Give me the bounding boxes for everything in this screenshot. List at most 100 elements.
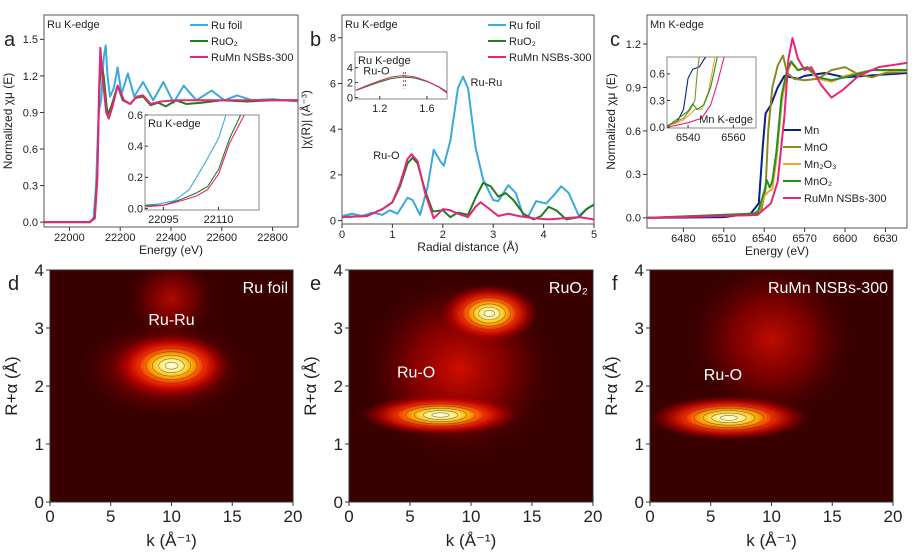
heatmap <box>650 270 893 502</box>
panel-letter: a <box>4 29 16 51</box>
contour-line <box>422 410 459 420</box>
peak-annotation: Ru-O <box>373 150 400 162</box>
y-tick-label: 0.0 <box>650 122 665 134</box>
contour-line <box>462 297 517 330</box>
x-tick-label: 10 <box>462 507 481 526</box>
y-tick-label: 0.6 <box>128 110 143 122</box>
y-axis-label: Normalized χμ (E) <box>1 73 15 170</box>
x-tick-label: 22200 <box>105 232 136 244</box>
heatmap-peak <box>650 395 808 440</box>
panel-letter: d <box>8 273 19 295</box>
y-tick-label: 1 <box>35 435 44 454</box>
y-tick-label: 0.3 <box>650 95 665 107</box>
inset-series-line <box>145 115 245 208</box>
x-tick-label: 22400 <box>156 232 187 244</box>
x-axis-label: k (Å⁻¹) <box>446 531 497 550</box>
x-tick-label: 1.2 <box>372 103 387 115</box>
y-tick-label: 3 <box>35 319 44 338</box>
peak-annotation: Ru-O <box>397 364 435 381</box>
contour-line <box>139 347 204 384</box>
y-tick-label: 0.4 <box>128 141 143 153</box>
heatmap-peak <box>440 284 539 343</box>
legend-label: Mn₂O₃ <box>804 159 837 171</box>
x-tick-label: 22000 <box>54 232 85 244</box>
x-axis-label: k (Å⁻¹) <box>146 531 197 550</box>
contour-line <box>693 407 765 428</box>
heatmap <box>349 270 593 502</box>
peak-annotation: Ru-Ru <box>148 312 194 329</box>
peak-annotation: Ru-Ru <box>471 77 503 89</box>
legend-label: Ru foil <box>509 20 540 32</box>
sample-label: RuMn NSBs-300 <box>768 280 888 297</box>
contour-line <box>396 403 485 427</box>
contour-line <box>702 410 756 426</box>
x-tick-label: 20 <box>284 507 303 526</box>
series-line-ruo- <box>342 156 594 221</box>
y-tick-label: 4 <box>347 63 353 75</box>
y-tick-label: 2 <box>330 170 336 182</box>
y-tick-label: 8 <box>330 33 336 45</box>
contour-line <box>151 354 192 377</box>
inset-series-line <box>355 74 447 94</box>
legend-label: RuMn NSBs-300 <box>211 52 294 64</box>
y-axis-label: Normalized χμ (E) <box>604 73 618 170</box>
y-tick-label: 6 <box>330 78 336 90</box>
contour-line <box>431 412 450 418</box>
edge-label: Mn K-edge <box>650 19 704 31</box>
x-tick-label: 5 <box>591 229 597 241</box>
plot-frame <box>646 14 908 229</box>
x-tick-label: 6540 <box>752 233 776 245</box>
contour-line <box>483 310 495 317</box>
x-tick-label: 0 <box>339 229 345 241</box>
x-tick-label: 6510 <box>712 233 736 245</box>
contour-line <box>472 303 506 324</box>
y-tick-label: 0 <box>635 493 644 512</box>
contour-line <box>478 306 501 321</box>
y-tick-label: 0.6 <box>23 144 38 156</box>
y-tick-label: 2 <box>35 377 44 396</box>
panel-letter: f <box>612 273 618 295</box>
x-axis-label: Energy (eV) <box>745 244 809 258</box>
legend-label: MnO <box>804 142 828 154</box>
x-tick-label: 6480 <box>671 233 695 245</box>
x-tick-label: 10 <box>762 507 781 526</box>
heatmap-peak <box>692 270 851 415</box>
legend-label: MnO₂ <box>804 176 832 188</box>
heatmap-peak <box>113 333 230 398</box>
heatmap-peak <box>128 270 215 340</box>
x-tick-label: 4 <box>541 229 547 241</box>
y-tick-label: 1 <box>635 435 644 454</box>
panel-letter: c <box>610 29 620 51</box>
legend-label: RuMn NSBs-300 <box>509 52 592 64</box>
x-tick-label: 5 <box>706 507 715 526</box>
contour-line <box>685 405 773 431</box>
y-tick-label: 4 <box>635 261 644 280</box>
contour-line <box>405 405 476 425</box>
y-tick-label: 0.0 <box>23 217 38 229</box>
contour-line <box>414 408 467 422</box>
y-tick-label: 0 <box>35 493 44 512</box>
x-tick-label: 3 <box>490 229 496 241</box>
y-tick-label: 0 <box>330 215 336 227</box>
series-line-ru-foil <box>342 75 594 218</box>
contour-line <box>164 361 179 370</box>
inset-edge-label: Ru K-edge <box>358 55 411 67</box>
contour-line <box>711 412 747 424</box>
x-tick-label: 22110 <box>204 214 234 226</box>
plot-frame <box>341 14 595 225</box>
y-tick-label: 0.9 <box>23 107 38 119</box>
y-tick-label: 0.0 <box>626 213 641 225</box>
y-axis-label: R+α (Å) <box>602 356 621 415</box>
inset-frame <box>144 114 260 211</box>
x-tick-label: 6570 <box>792 233 816 245</box>
contour-line <box>158 358 185 374</box>
y-axis-label: R+α (Å) <box>2 356 21 415</box>
y-tick-label: 1.5 <box>23 34 38 46</box>
sample-label: RuO₂ <box>549 280 588 297</box>
y-tick-label: 2 <box>347 77 353 89</box>
inset-edge-label: Ru K-edge <box>148 118 201 130</box>
series-line-rumn-nsbs-300 <box>44 46 298 224</box>
inset-series-line <box>145 115 227 206</box>
legend-label: RuO₂ <box>211 36 238 48</box>
x-axis-label: Radial distance (Å) <box>417 239 518 254</box>
